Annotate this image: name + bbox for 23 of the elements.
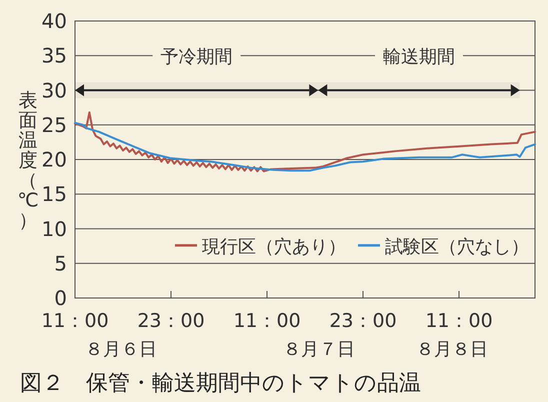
y-tick-label: 15: [42, 182, 67, 206]
x-tick-label: 11：00: [233, 310, 301, 332]
y-tick-label: 35: [42, 44, 67, 68]
text: 図２ 保管・輸送期間中のトマトの品温: [20, 371, 421, 396]
y-tick-label: 30: [42, 78, 67, 102]
y-axis-title: 表面温度（℃）: [17, 90, 39, 232]
legend-label: 試験区（穴なし）: [385, 236, 529, 258]
y-tick-label: 0: [54, 286, 67, 310]
y-tick-label: 5: [54, 251, 67, 276]
y-tick-label: 20: [42, 148, 67, 172]
y-tick-label: 25: [42, 112, 67, 137]
y-tick-label: 40: [42, 9, 67, 33]
text: ８月６日: [85, 339, 157, 360]
band-label: 予冷期間: [160, 46, 233, 68]
x-tick-label: 23：00: [137, 310, 205, 332]
legend-label: 現行区（穴あり）: [202, 236, 346, 258]
text: ８月７日: [282, 339, 355, 360]
y-tick-label: 10: [42, 216, 67, 241]
x-tick-label: 23：00: [329, 310, 397, 332]
text: ８月８日: [416, 339, 488, 360]
band-label: 輸送期間: [383, 46, 455, 68]
x-tick-label: 11：00: [425, 310, 493, 332]
x-tick-label: 11：00: [41, 310, 109, 332]
